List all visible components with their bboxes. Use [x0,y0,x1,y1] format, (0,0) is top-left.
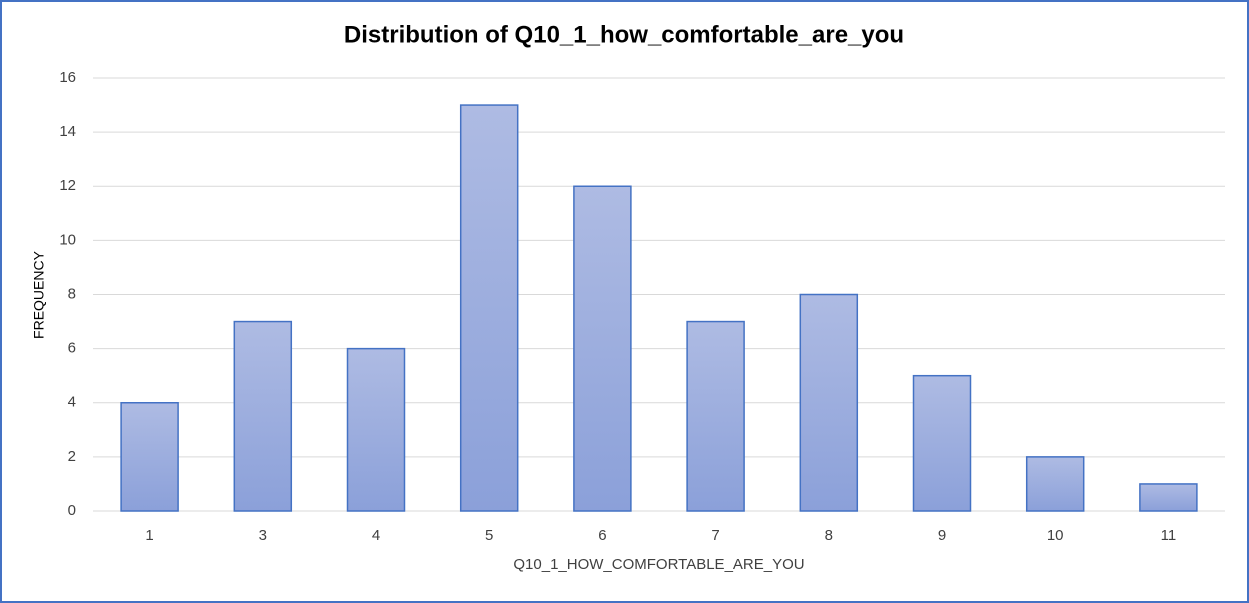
chart-title: Distribution of Q10_1_how_comfortable_ar… [344,21,904,48]
bar [1139,483,1198,512]
bar [686,320,745,512]
bar [459,104,519,512]
y-tick-label: 8 [68,285,76,302]
x-axis-label: Q10_1_HOW_COMFORTABLE_ARE_YOU [513,556,804,573]
y-tick-label: 4 [68,394,76,411]
y-axis-label: FREQUENCY [31,250,47,339]
bar [912,374,972,512]
bar [799,293,859,512]
y-tick-label: 14 [59,123,76,140]
bar [346,347,406,512]
x-tick-label: 6 [598,527,606,544]
x-tick-label: 7 [711,527,719,544]
bar [573,185,632,512]
y-tick-label: 2 [68,448,76,465]
x-tick-label: 3 [259,527,267,544]
x-tick-label: 1 [145,527,153,544]
bar [233,320,293,512]
y-tick-label: 12 [59,177,76,194]
x-tick-label: 5 [485,527,493,544]
bar [1025,456,1085,512]
y-tick-label: 16 [59,69,76,86]
y-tick-label: 0 [68,502,76,519]
x-tick-label: 4 [372,527,380,544]
x-tick-label: 11 [1161,527,1177,544]
y-tick-label: 6 [68,340,76,357]
x-tick-label: 9 [938,527,946,544]
x-tick-label: 10 [1047,527,1064,544]
y-tick-label: 10 [59,231,76,248]
bar [120,402,179,512]
x-tick-label: 8 [825,527,833,544]
